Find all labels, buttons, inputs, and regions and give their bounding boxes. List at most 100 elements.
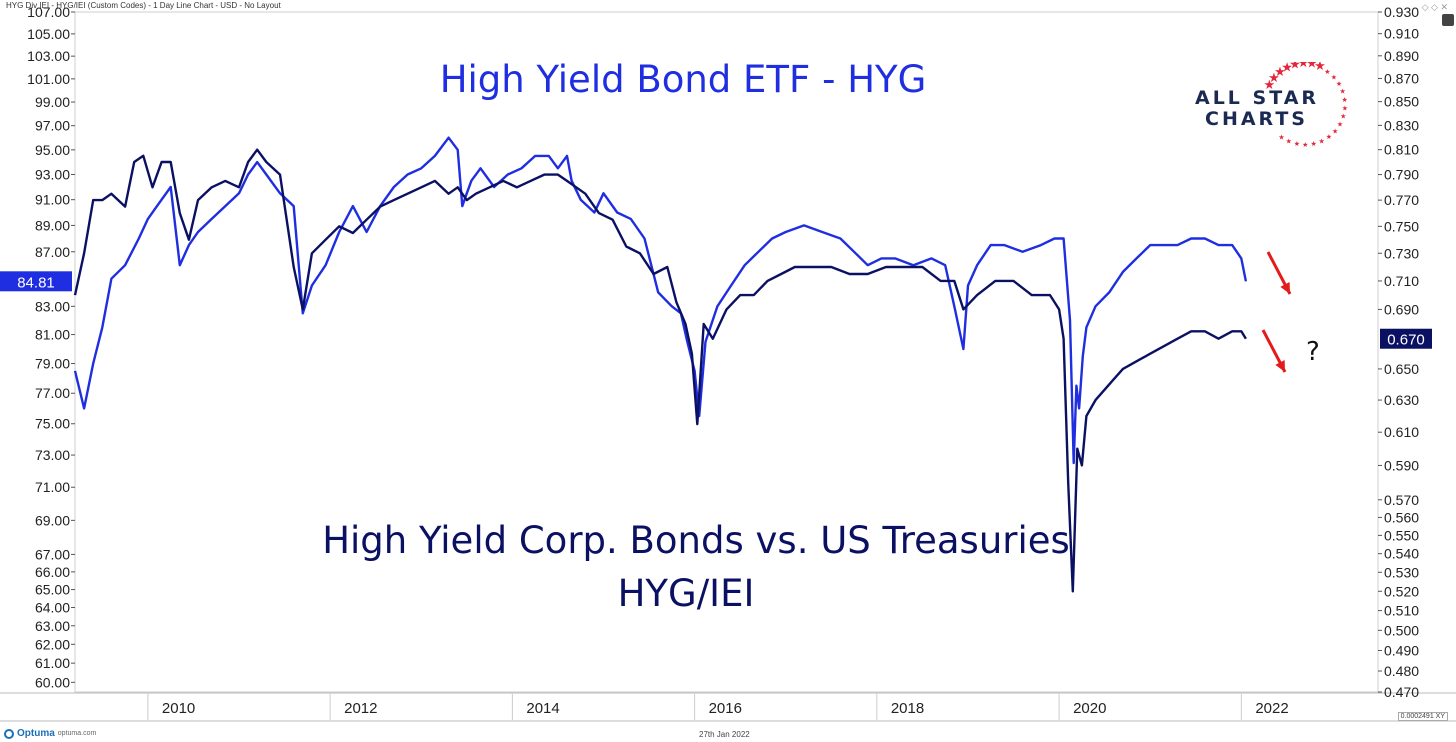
right-axis-tick-label: 0.690 bbox=[1384, 301, 1419, 317]
logo-star-icon: ★ bbox=[1286, 138, 1292, 146]
logo-star-icon: ★ bbox=[1281, 62, 1293, 74]
chart-header-title: HYG Div IEI - HYG/IEI (Custom Codes) - 1… bbox=[6, 1, 281, 10]
right-axis-tick-label: 0.850 bbox=[1384, 94, 1419, 110]
left-axis-tick-label: 79.00 bbox=[35, 356, 70, 372]
left-axis-tick-label: 99.00 bbox=[35, 94, 70, 110]
logo-star-icon: ★ bbox=[1326, 133, 1332, 141]
x-axis-tick-label: 2018 bbox=[891, 700, 924, 717]
left-axis-tick-label: 105.00 bbox=[27, 26, 70, 42]
scale-indicator[interactable]: 0.0002491 XY bbox=[1397, 712, 1448, 721]
logo-star-icon: ★ bbox=[1337, 120, 1343, 128]
logo-star-icon: ★ bbox=[1314, 62, 1326, 73]
logo-star-icon: ★ bbox=[1324, 68, 1330, 76]
chart-footer: Optuma optuma.com 27th Jan 2022 0.000249… bbox=[0, 712, 1456, 742]
x-axis-tick-label: 2010 bbox=[162, 700, 195, 717]
right-axis-tick-label: 0.710 bbox=[1384, 273, 1419, 289]
plot-area bbox=[74, 11, 1379, 693]
left-axis-tick-label: 67.00 bbox=[35, 546, 70, 562]
right-axis-tick-label: 0.930 bbox=[1384, 4, 1419, 20]
right-axis-tick-label: 0.650 bbox=[1384, 361, 1419, 377]
logo-star-ring: ★★★★★★★★★★★★★★★★★★★★★★★★ bbox=[1264, 62, 1348, 149]
right-axis-tick-label: 0.520 bbox=[1384, 583, 1419, 599]
left-axis-tick-label: 75.00 bbox=[35, 416, 70, 432]
left-axis-tick-label: 97.00 bbox=[35, 118, 70, 134]
right-axis-tick-label: 0.510 bbox=[1384, 603, 1419, 619]
chart-header: HYG Div IEI - HYG/IEI (Custom Codes) - 1… bbox=[0, 0, 1456, 26]
right-axis-tick-label: 0.560 bbox=[1384, 509, 1419, 525]
left-axis-tick-label: 63.00 bbox=[35, 618, 70, 634]
right-axis-tick-label: 0.490 bbox=[1384, 642, 1419, 658]
logo-star-icon: ★ bbox=[1274, 64, 1286, 79]
optuma-logo-icon bbox=[4, 728, 14, 739]
x-axis-tick-label: 2020 bbox=[1073, 700, 1106, 717]
logo-star-icon: ★ bbox=[1298, 62, 1310, 70]
optuma-logo-name: Optuma bbox=[17, 728, 55, 739]
logo-star-icon: ★ bbox=[1289, 62, 1301, 71]
x-axis-tick-label: 2016 bbox=[709, 700, 742, 717]
chart-subtitle-ticker: HYG/IEI bbox=[618, 572, 755, 615]
logo-line2: CHARTS bbox=[1205, 108, 1308, 130]
left-last-value-label: 84.81 bbox=[17, 274, 55, 291]
logo-star-icon: ★ bbox=[1278, 133, 1284, 141]
left-axis-tick-label: 64.00 bbox=[35, 600, 70, 616]
chart-date: 27th Jan 2022 bbox=[699, 730, 750, 739]
right-axis-tick-label: 0.630 bbox=[1384, 392, 1419, 408]
logo-star-icon: ★ bbox=[1340, 113, 1346, 121]
logo-star-icon: ★ bbox=[1302, 141, 1308, 149]
left-axis-tick-label: 93.00 bbox=[35, 166, 70, 182]
left-axis-tick-label: 103.00 bbox=[27, 48, 70, 64]
window-controls[interactable]: ◇ ◇ ✕ bbox=[1421, 2, 1448, 12]
left-axis-tick-label: 87.00 bbox=[35, 244, 70, 260]
left-axis-tick-label: 61.00 bbox=[35, 655, 70, 671]
left-last-value-badge bbox=[0, 271, 72, 292]
question-mark-annotation: ? bbox=[1306, 337, 1320, 367]
left-axis-tick-label: 73.00 bbox=[35, 447, 70, 463]
right-axis-tick-label: 0.910 bbox=[1384, 26, 1419, 42]
lock-icon[interactable] bbox=[1442, 14, 1454, 26]
x-axis-tick-label: 2014 bbox=[526, 700, 559, 717]
left-axis-tick-label: 81.00 bbox=[35, 327, 70, 343]
series-line-hyg bbox=[73, 136, 1248, 465]
right-axis-tick-label: 0.480 bbox=[1384, 663, 1419, 679]
chart-subtitle: High Yield Corp. Bonds vs. US Treasuries bbox=[322, 519, 1070, 562]
logo-star-icon: ★ bbox=[1264, 77, 1276, 92]
down-arrow-head bbox=[1275, 360, 1285, 372]
optuma-logo-url: optuma.com bbox=[57, 730, 97, 737]
right-last-value-badge bbox=[1380, 328, 1432, 349]
logo-line1: ALL STAR bbox=[1195, 87, 1320, 109]
logo-star-icon: ★ bbox=[1332, 127, 1338, 135]
right-axis-tick-label: 0.570 bbox=[1384, 492, 1419, 508]
right-axis-tick-label: 0.830 bbox=[1384, 117, 1419, 133]
right-axis-tick-label: 0.770 bbox=[1384, 192, 1419, 208]
logo-star-icon: ★ bbox=[1331, 73, 1337, 81]
optuma-logo: Optuma optuma.com bbox=[4, 728, 96, 739]
logo-star-icon: ★ bbox=[1319, 137, 1325, 145]
right-axis-tick-label: 0.730 bbox=[1384, 245, 1419, 261]
left-axis-tick-label: 89.00 bbox=[35, 217, 70, 233]
right-axis-tick-label: 0.750 bbox=[1384, 218, 1419, 234]
right-axis-tick-label: 0.540 bbox=[1384, 546, 1419, 562]
logo-star-icon: ★ bbox=[1340, 88, 1346, 96]
right-axis-tick-label: 0.810 bbox=[1384, 142, 1419, 158]
right-axis-tick-label: 0.590 bbox=[1384, 457, 1419, 473]
series-line-hyg-iei bbox=[73, 148, 1247, 593]
right-last-value-label: 0.670 bbox=[1387, 332, 1425, 349]
left-axis-tick-label: 66.00 bbox=[35, 564, 70, 580]
down-arrow-head bbox=[1280, 282, 1290, 294]
left-axis-tick-label: 69.00 bbox=[35, 512, 70, 528]
right-axis-tick-label: 0.470 bbox=[1384, 684, 1419, 700]
logo-star-icon: ★ bbox=[1336, 80, 1342, 88]
right-axis-tick-label: 0.870 bbox=[1384, 70, 1419, 86]
left-axis-tick-label: 77.00 bbox=[35, 385, 70, 401]
x-axis-tick-label: 2022 bbox=[1255, 700, 1288, 717]
all-star-charts-logo: ★ ★ ★ ★ ★ ★ ★ ★ ★ ★ ★ ★ ★ ★ ★ ★ ★ ★ ★ ★ ★ ★ ★ ★ ALL STAR CHARTS bbox=[1185, 62, 1355, 152]
logo-star-icon: ★ bbox=[1294, 140, 1300, 148]
x-axis-tick-label: 2012 bbox=[344, 700, 377, 717]
right-axis-tick-label: 0.790 bbox=[1384, 167, 1419, 183]
right-axis-tick-label: 0.500 bbox=[1384, 622, 1419, 638]
left-axis-tick-label: 107.00 bbox=[27, 4, 70, 20]
left-axis-tick-label: 95.00 bbox=[35, 142, 70, 158]
left-axis-tick-label: 71.00 bbox=[35, 479, 70, 495]
logo-star-icon: ★ bbox=[1311, 140, 1317, 148]
left-axis-tick-label: 62.00 bbox=[35, 636, 70, 652]
